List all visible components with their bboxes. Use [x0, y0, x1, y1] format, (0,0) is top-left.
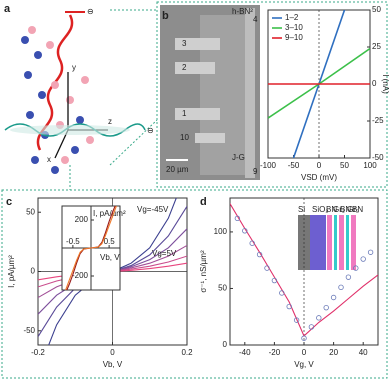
data-point	[345, 274, 352, 280]
x-tick-label: 100	[363, 161, 377, 170]
x-axis-label: VSD (mV)	[301, 173, 337, 182]
micro-label: 10	[180, 133, 189, 142]
panel-label: b	[162, 10, 169, 22]
x-axis-label: Vg, V	[294, 360, 314, 369]
layer-label: Si	[298, 205, 305, 214]
y-axis-label: σ⁻¹, nS/µm²	[199, 250, 208, 293]
annotation: Vg=5V	[152, 249, 177, 258]
connector	[109, 119, 158, 166]
panel-b-frame	[156, 1, 388, 188]
data-point	[271, 277, 278, 284]
data-point	[286, 303, 292, 310]
data-point	[308, 324, 315, 330]
x-axis-label: Vb, V	[103, 360, 123, 369]
data-point	[301, 335, 307, 341]
micro-label: J-G	[232, 153, 245, 162]
legend-label: 9–10	[285, 33, 303, 42]
micro-label: 3	[182, 39, 187, 48]
axis-label: z	[108, 117, 112, 126]
panel-label: a	[4, 3, 11, 15]
y-axis-label: I (nA)	[381, 74, 389, 94]
data-point	[279, 290, 285, 296]
y-tick-label: 50	[218, 284, 227, 293]
panel-label: d	[200, 196, 207, 208]
data-point	[338, 284, 344, 291]
x-tick-label: 0	[302, 348, 307, 357]
layer-label: Gr₁	[333, 205, 345, 214]
layer-label: BN	[340, 205, 351, 214]
layer-label: Gr₂	[347, 205, 359, 214]
annotation: Vg=-45V	[137, 205, 169, 214]
x-tick-label: 0	[110, 348, 115, 357]
panel-label: c	[6, 196, 12, 208]
y-tick-label: -200	[72, 271, 89, 280]
axis-label: y	[72, 63, 76, 72]
x-tick-label: -0.5	[66, 237, 80, 246]
micro-label: 2	[182, 63, 187, 72]
y-tick-label: 0	[372, 79, 377, 88]
y-axis-label: I, pA/µm²	[93, 209, 126, 218]
series-group	[230, 203, 378, 341]
x-tick-label: 40	[359, 348, 368, 357]
y-tick-label: 0	[223, 340, 228, 349]
series-group	[268, 10, 370, 158]
data-point	[323, 304, 329, 311]
y-tick-label: -25	[372, 116, 384, 125]
axis-label: x	[47, 155, 51, 164]
panel-cd-frame	[1, 189, 388, 379]
micro-label: 4	[253, 15, 258, 24]
series-group	[65, 206, 117, 290]
y-tick-label: 200	[75, 215, 89, 224]
layer-stack	[298, 215, 356, 270]
layer-label: BN	[352, 205, 363, 214]
layer-label: SiO₂	[312, 205, 328, 214]
y-tick-label: 100	[214, 227, 228, 236]
x-tick-label: -100	[260, 161, 277, 170]
data-point	[367, 249, 374, 255]
y-tick-label: -50	[372, 153, 384, 162]
data-point	[293, 317, 300, 323]
x-tick-label: 0	[317, 161, 322, 170]
data-point	[249, 240, 255, 246]
data-point	[242, 228, 248, 234]
data-point	[264, 265, 270, 271]
y-tick-label: 50	[372, 5, 381, 14]
micro-label: 20 µm	[166, 165, 189, 174]
x-tick-label: 0.2	[181, 348, 193, 357]
x-tick-label: -50	[288, 161, 300, 170]
x-tick-label: 0.5	[104, 237, 116, 246]
micro-label: 1	[182, 109, 187, 118]
data-point	[234, 215, 241, 222]
layer-label: BN	[326, 205, 337, 214]
x-tick-label: -0.2	[31, 348, 45, 357]
legend-label: 3–10	[285, 23, 303, 32]
x-tick-label: -40	[239, 348, 251, 357]
x-tick-label: 20	[329, 348, 338, 357]
series-line	[65, 206, 117, 290]
y-tick-label: 25	[372, 42, 381, 51]
y-tick-label: 50	[26, 207, 35, 216]
data-point	[353, 265, 359, 271]
y-axis-label: I, pA/µm²	[7, 255, 16, 288]
electron: ⊖	[87, 7, 94, 16]
micro-label: h-BN²	[232, 7, 253, 16]
y-tick-label: 0	[31, 267, 36, 276]
x-tick-label: 50	[340, 161, 349, 170]
x-tick-label: -20	[269, 348, 281, 357]
micro-label: 9	[253, 167, 258, 176]
legend-label: 1–2	[285, 13, 299, 22]
lattice-illustration	[4, 11, 146, 174]
electron: ⊖	[147, 126, 154, 135]
x-axis-label: Vb, V	[100, 253, 120, 262]
y-tick-label: -50	[23, 326, 35, 335]
data-point	[256, 251, 263, 258]
micrograph	[160, 5, 260, 180]
data-point	[316, 315, 322, 321]
data-point	[360, 256, 366, 262]
data-point	[330, 294, 337, 301]
